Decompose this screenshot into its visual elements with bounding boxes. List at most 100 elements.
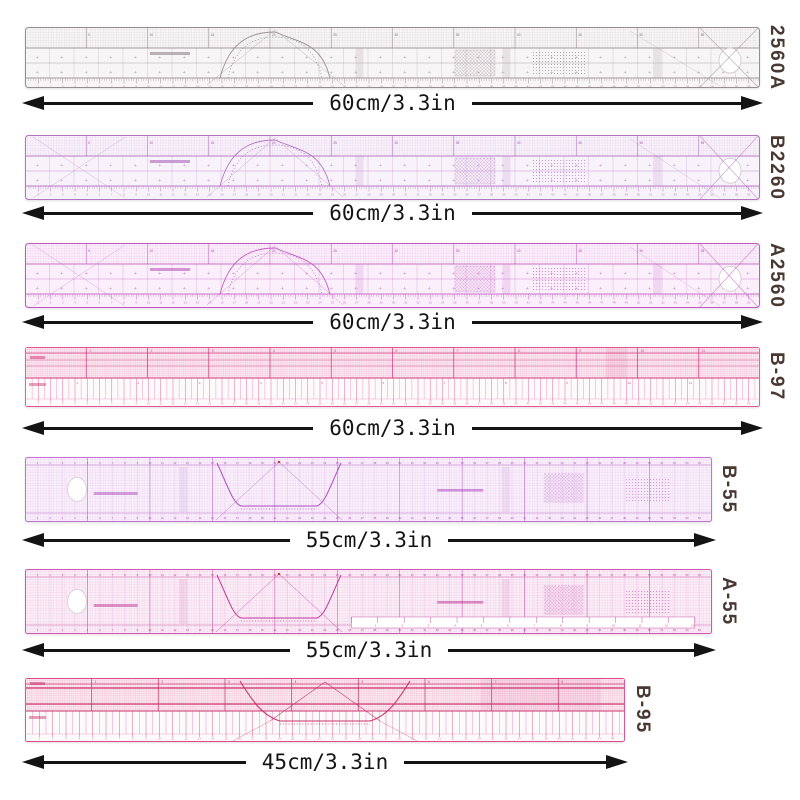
svg-text:+: +	[746, 163, 749, 169]
svg-text:43: 43	[598, 737, 601, 741]
svg-text:36: 36	[473, 573, 476, 577]
svg-text:51: 51	[649, 85, 653, 88]
svg-text:+: +	[36, 163, 39, 169]
svg-text:35: 35	[456, 33, 460, 37]
svg-text:8: 8	[123, 402, 125, 406]
svg-text:24: 24	[319, 402, 322, 406]
svg-text:15: 15	[211, 628, 214, 632]
svg-text:42: 42	[539, 193, 543, 197]
svg-text:24: 24	[318, 193, 322, 197]
ruler-graphic: 5 10 15 20 25 30 35 40 45 50 55+++++++++++++++++++…	[25, 27, 760, 88]
svg-text:7: 7	[111, 301, 113, 305]
svg-text:23: 23	[306, 301, 310, 305]
svg-text:10: 10	[628, 381, 632, 385]
svg-text:21: 21	[282, 402, 285, 406]
svg-text:40: 40	[514, 301, 518, 305]
svg-text:17: 17	[236, 628, 239, 632]
svg-text:44: 44	[573, 573, 576, 577]
svg-text:13: 13	[186, 461, 189, 465]
svg-text:52: 52	[673, 516, 676, 520]
svg-text:11: 11	[159, 301, 162, 305]
svg-text:+: +	[109, 286, 112, 292]
svg-text:29: 29	[380, 85, 384, 88]
svg-text:44: 44	[573, 628, 576, 632]
svg-text:22: 22	[318, 737, 321, 741]
svg-text:28: 28	[373, 516, 376, 520]
svg-text:40: 40	[558, 737, 561, 741]
svg-text:+: +	[722, 70, 725, 76]
svg-text:6: 6	[99, 628, 101, 632]
svg-text:+: +	[477, 55, 480, 61]
svg-text:+: +	[746, 286, 749, 292]
svg-text:45: 45	[578, 33, 582, 37]
svg-text:+: +	[354, 271, 357, 277]
ruler-model-label: B-55	[718, 464, 739, 515]
svg-text:50: 50	[648, 461, 651, 465]
svg-text:40: 40	[514, 85, 518, 88]
arrow-line	[44, 101, 314, 105]
svg-text:10: 10	[641, 349, 645, 353]
svg-text:12: 12	[173, 628, 176, 632]
svg-text:25: 25	[336, 628, 339, 632]
svg-text:42: 42	[539, 85, 543, 88]
svg-text:4: 4	[74, 573, 76, 577]
svg-text:33: 33	[429, 193, 433, 197]
svg-text:+: +	[599, 286, 602, 292]
svg-text:6: 6	[99, 402, 101, 406]
svg-text:17: 17	[233, 85, 237, 88]
svg-text:+: +	[673, 70, 676, 76]
svg-text:+: +	[428, 55, 431, 61]
svg-text:19: 19	[257, 193, 261, 197]
svg-text:46: 46	[598, 628, 601, 632]
svg-text:7: 7	[112, 461, 114, 465]
svg-text:+: +	[60, 163, 63, 169]
svg-text:1: 1	[76, 381, 78, 385]
svg-text:45: 45	[578, 249, 582, 253]
svg-text:8: 8	[505, 381, 507, 385]
svg-text:37: 37	[486, 461, 489, 465]
svg-text:+: +	[330, 178, 333, 184]
svg-text:44: 44	[563, 85, 567, 88]
svg-text:+: +	[673, 163, 676, 169]
svg-text:52: 52	[673, 461, 676, 465]
svg-text:11: 11	[702, 349, 706, 353]
svg-text:41: 41	[527, 85, 531, 88]
svg-text:9: 9	[137, 573, 139, 577]
svg-text:+: +	[330, 55, 333, 61]
svg-text:2: 2	[49, 516, 51, 520]
svg-text:+: +	[36, 55, 39, 61]
svg-text:45: 45	[586, 573, 589, 577]
svg-text:53: 53	[686, 461, 689, 465]
svg-text:+: +	[256, 271, 259, 277]
svg-text:+: +	[207, 163, 210, 169]
svg-text:39: 39	[502, 402, 505, 406]
svg-text:16: 16	[223, 516, 226, 520]
svg-text:+: +	[36, 271, 39, 277]
arrow-line	[44, 648, 290, 652]
arrow-line	[404, 760, 606, 764]
svg-text:5: 5	[87, 402, 89, 406]
svg-text:53: 53	[674, 301, 678, 305]
svg-text:9: 9	[145, 737, 147, 741]
svg-text:22: 22	[294, 193, 298, 197]
svg-text:20: 20	[273, 461, 276, 465]
svg-text:43: 43	[551, 402, 554, 406]
svg-text:16: 16	[223, 628, 226, 632]
ruler-graphic: 5 10 15 20 25 30 35 40 45 50 55+++++++++++++++++++…	[25, 135, 760, 200]
svg-text:43: 43	[551, 85, 555, 88]
svg-text:11: 11	[159, 85, 162, 88]
svg-text:25: 25	[331, 193, 335, 197]
svg-text:+: +	[134, 178, 137, 184]
svg-text:+: +	[697, 163, 700, 169]
svg-text:34: 34	[441, 85, 445, 88]
svg-text:49: 49	[636, 461, 639, 465]
svg-text:+: +	[232, 70, 235, 76]
svg-text:47: 47	[611, 573, 614, 577]
svg-text:23: 23	[306, 402, 309, 406]
svg-text:15: 15	[211, 33, 215, 37]
svg-text:53: 53	[674, 193, 678, 197]
svg-text:47: 47	[600, 85, 604, 88]
svg-text:1: 1	[89, 349, 91, 353]
svg-text:57: 57	[723, 85, 727, 88]
